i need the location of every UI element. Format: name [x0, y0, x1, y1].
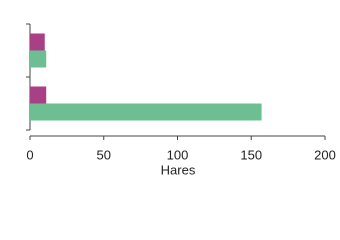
bar	[30, 103, 262, 121]
x-tick-label: 0	[26, 147, 33, 162]
x-tick-label: 200	[314, 147, 336, 162]
bar	[30, 86, 47, 104]
x-axis-title: Hares	[161, 162, 196, 177]
chart: Hares 0 50 100 150 200	[26, 23, 336, 177]
bar	[30, 33, 45, 51]
x-tick-label: 100	[167, 147, 189, 162]
x-tick-label: 50	[97, 147, 111, 162]
x-tick-label: 150	[240, 147, 262, 162]
page: {"chart_data": {"type": "bar", "orientat…	[26, 23, 336, 178]
bar	[30, 50, 47, 68]
